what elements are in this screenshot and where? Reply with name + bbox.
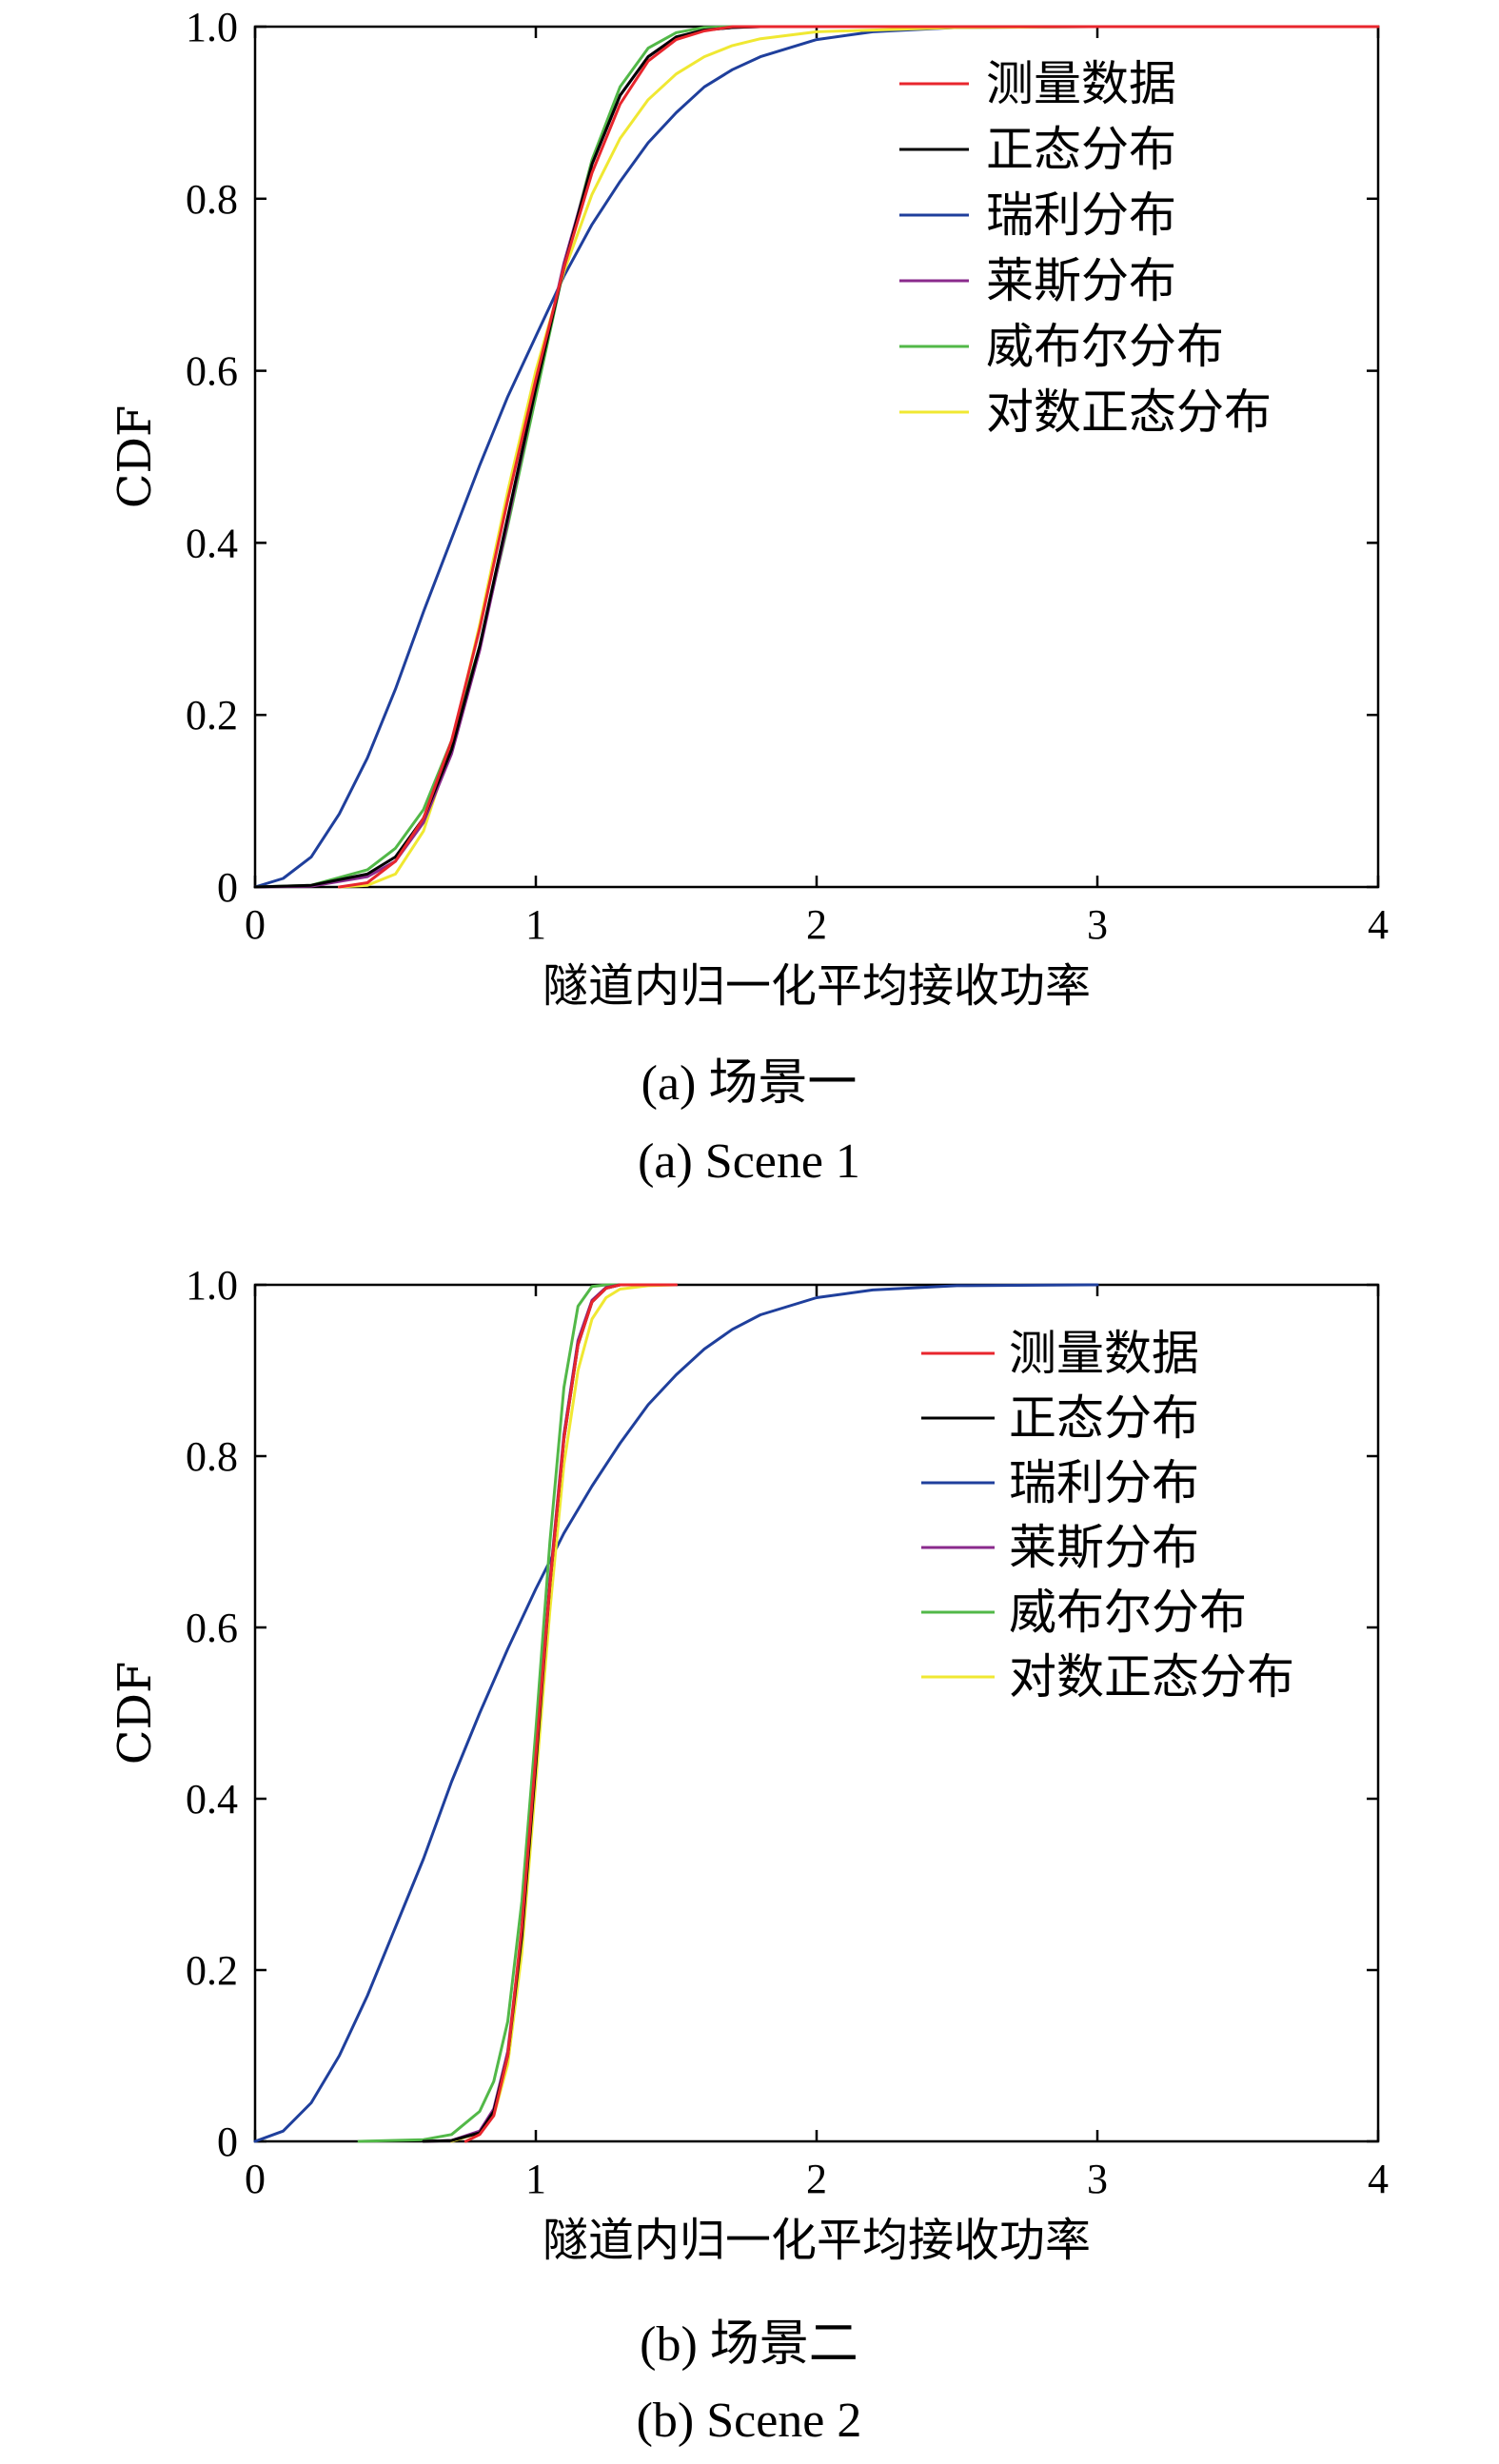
chart-1-legend-label-2: 正态分布	[986, 122, 1176, 177]
chart-1-x-axis-label: 隧道内归一化平均接收功率	[542, 959, 1091, 1013]
chart-1-series-line-1	[338, 25, 1380, 889]
chart-1-y-tick-label: 0	[217, 864, 238, 911]
chart-1-series-line-4	[253, 25, 1380, 889]
chart-2-legend-label-4: 莱斯分布	[1009, 1520, 1199, 1575]
chart-1-x-tick-label: 3	[1087, 901, 1108, 948]
chart-1-caption-cn: (a) 场景一	[641, 1056, 858, 1111]
chart-1-legend-label-4: 莱斯分布	[986, 253, 1176, 308]
chart-1-y-tick-label: 0.6	[186, 348, 238, 395]
chart-2-series-line-5	[357, 1283, 678, 2143]
chart-1: 0 1 2 3 4 0 0.2 0.4 0.6 0.8 1.0 隧道内归一化平均接收功率 CDF 测量数据…	[108, 4, 1389, 1189]
chart-1-legend-label-5: 威布尔分布	[986, 319, 1224, 374]
chart-1-series-line-2	[253, 25, 1380, 889]
chart-2-series-line-4	[422, 1283, 678, 2143]
chart-1-series-line-6	[338, 25, 1380, 889]
chart-1-y-axis-label: CDF	[108, 405, 162, 509]
chart-2-y-tick-label: 0.2	[186, 1947, 238, 1994]
chart-2-series-line-1	[464, 1283, 678, 2143]
chart-1-series-line-3	[253, 25, 1380, 889]
chart-2-x-tick-label: 4	[1368, 2156, 1389, 2202]
chart-1-x-tick-label: 2	[806, 901, 827, 948]
chart-2-x-axis-label: 隧道内归一化平均接收功率	[542, 2214, 1091, 2267]
chart-1-caption-en: (a) Scene 1	[638, 1134, 860, 1189]
chart-2: 0 1 2 3 4 0 0.2 0.4 0.6 0.8 1.0 隧道内归一化平均接收功率 CDF 测量数据…	[108, 1262, 1389, 2448]
chart-2-caption-en: (b) Scene 2	[637, 2394, 862, 2448]
chart-1-y-tick-label: 0.2	[186, 692, 238, 739]
chart-2-y-axis-label: CDF	[108, 1662, 162, 1765]
chart-2-y-tick-label: 0.8	[186, 1433, 238, 1480]
chart-1-legend-label-3: 瑞利分布	[986, 187, 1176, 243]
chart-1-y-tick-label: 0.8	[186, 176, 238, 223]
chart-1-x-tick-label: 1	[525, 901, 546, 948]
chart-2-y-tick-label: 0	[217, 2119, 238, 2165]
chart-1-legend-label-1: 测量数据	[986, 56, 1176, 111]
chart-1-series-line-5	[253, 25, 1380, 889]
chart-2-x-tick-label: 3	[1087, 2156, 1108, 2202]
chart-2-legend-label-6: 对数正态分布	[1009, 1649, 1294, 1705]
chart-1-plot-frame	[253, 25, 1380, 889]
chart-1-legend-label-6: 对数正态分布	[986, 384, 1272, 440]
chart-2-legend-label-3: 瑞利分布	[1009, 1455, 1199, 1510]
chart-2-x-tick-label: 1	[525, 2156, 546, 2202]
chart-2-legend-label-5: 威布尔分布	[1009, 1585, 1247, 1640]
chart-2-y-tick-label: 0.6	[186, 1605, 238, 1651]
chart-2-series-line-3	[253, 1283, 1099, 2143]
chart-2-series-line-2	[422, 1283, 678, 2143]
chart-2-caption-cn: (b) 场景二	[640, 2317, 858, 2372]
chart-1-y-tick-label: 0.4	[186, 520, 238, 566]
chart-1-x-tick-label: 0	[245, 901, 266, 948]
chart-2-y-tick-label: 0.4	[186, 1776, 238, 1823]
chart-2-legend-label-1: 测量数据	[1009, 1326, 1199, 1381]
chart-2-y-tick-label: 1.0	[186, 1262, 238, 1309]
chart-2-legend-label-2: 正态分布	[1009, 1390, 1199, 1446]
chart-2-plot-frame	[253, 1283, 1380, 2143]
chart-2-x-tick-label: 0	[245, 2156, 266, 2202]
chart-1-y-tick-label: 1.0	[186, 4, 238, 50]
chart-2-x-tick-label: 2	[806, 2156, 827, 2202]
chart-1-x-tick-label: 4	[1368, 901, 1389, 948]
